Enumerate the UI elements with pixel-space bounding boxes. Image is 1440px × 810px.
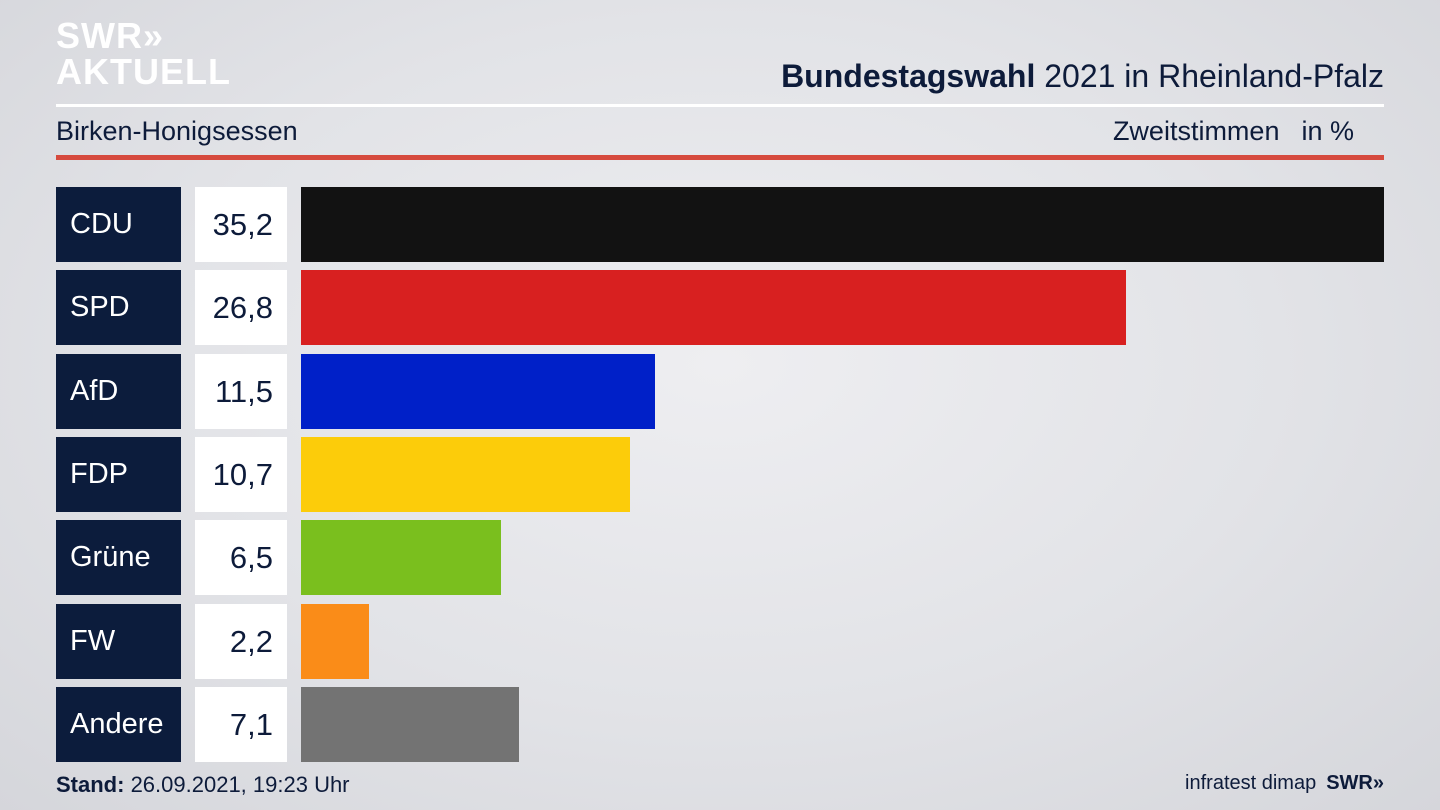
bar xyxy=(301,354,655,429)
vote-type-text: Zweitstimmen xyxy=(1112,116,1280,146)
bar xyxy=(301,604,369,679)
unit-text: in % xyxy=(1301,116,1354,146)
value-label: 2,2 xyxy=(195,604,287,679)
value-label: 26,8 xyxy=(195,270,287,345)
value-label: 10,7 xyxy=(195,437,287,512)
party-label: Andere xyxy=(56,687,181,762)
timestamp-label: Stand: xyxy=(56,772,125,797)
logo-swr-text: SWR» xyxy=(56,15,165,56)
vote-type-label: Zweitstimmen in % xyxy=(1113,116,1354,147)
swr-footer-logo: SWR» xyxy=(1326,772,1384,794)
value-label: 7,1 xyxy=(195,687,287,762)
bar xyxy=(301,270,1126,345)
swr-aktuell-logo: SWR» AKTUELL xyxy=(56,15,230,90)
bar xyxy=(301,187,1384,262)
bar xyxy=(301,520,501,595)
source-credit: infratest dimap SWR» xyxy=(1185,772,1384,795)
party-label: FDP xyxy=(56,437,181,512)
timestamp-value: 26.09.2021, 19:23 Uhr xyxy=(124,772,350,797)
value-label: 6,5 xyxy=(195,520,287,595)
timestamp: Stand: 26.09.2021, 19:23 Uhr xyxy=(56,772,350,798)
title-divider xyxy=(56,104,1384,107)
value-label: 11,5 xyxy=(195,354,287,429)
source-text: infratest dimap xyxy=(1185,772,1317,794)
chart-title-bold: Bundestagswahl xyxy=(781,58,1036,94)
chart-title-rest: 2021 in Rheinland-Pfalz xyxy=(1035,58,1384,94)
bar xyxy=(301,437,630,512)
logo-aktuell-text: AKTUELL xyxy=(56,51,231,92)
bar xyxy=(301,687,519,762)
party-label: CDU xyxy=(56,187,181,262)
subheader-divider xyxy=(56,155,1384,160)
party-label: AfD xyxy=(56,354,181,429)
location-label: Birken-Honigsessen xyxy=(56,116,298,146)
party-label: SPD xyxy=(56,270,181,345)
party-label: FW xyxy=(56,604,181,679)
party-label: Grüne xyxy=(56,520,181,595)
value-label: 35,2 xyxy=(195,187,287,262)
chart-title: Bundestagswahl 2021 in Rheinland-Pfalz xyxy=(781,58,1384,95)
